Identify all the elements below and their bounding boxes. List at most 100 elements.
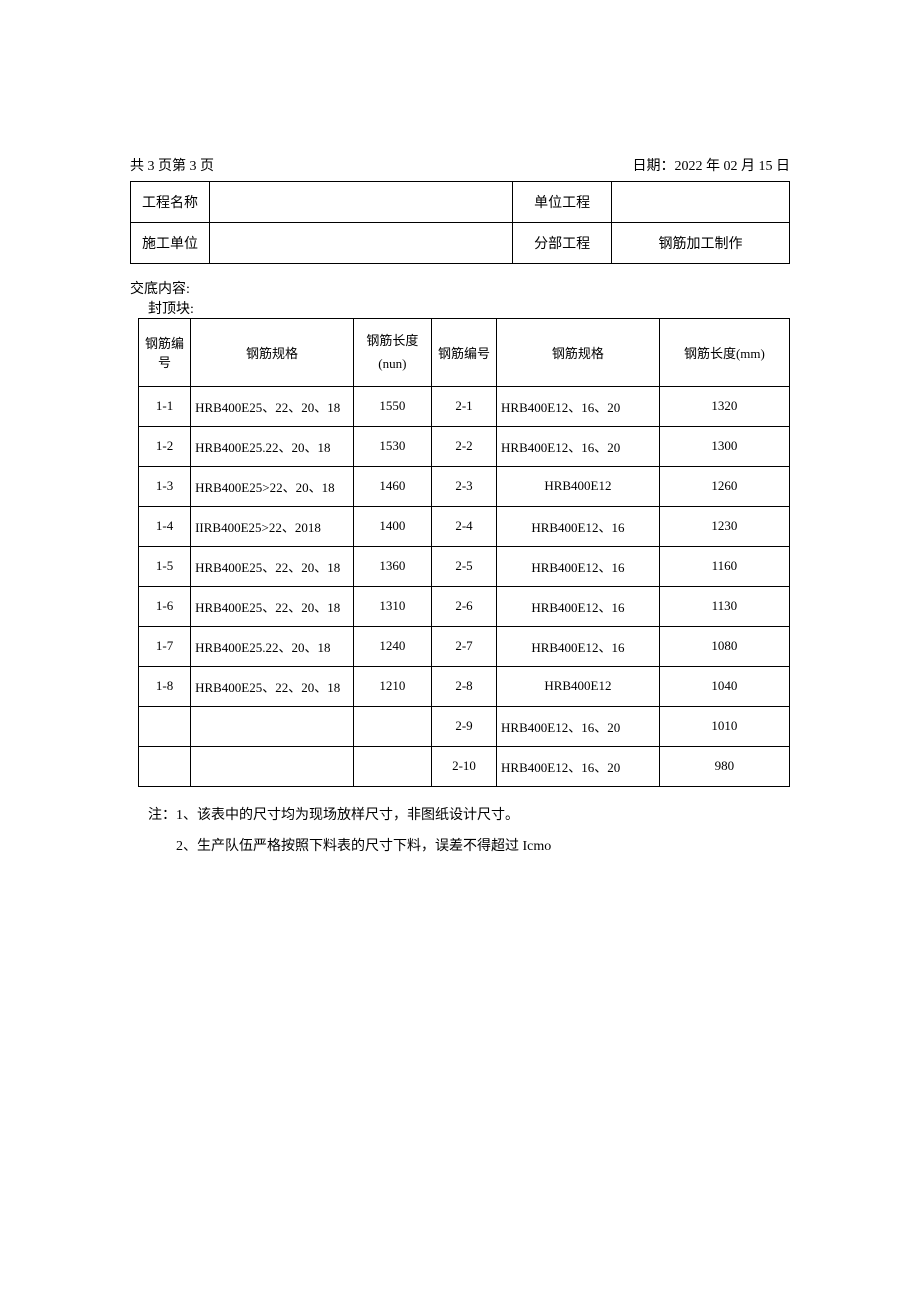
cell-rebar-id-2: 2-7	[431, 626, 496, 666]
date-value: 2022 年 02 月 15 日	[675, 159, 791, 174]
cell-rebar-len-1: 1360	[353, 546, 431, 586]
cell-rebar-spec-2: HRB400E12、16、20	[497, 426, 660, 466]
date-label: 日期：	[633, 159, 675, 174]
th-rebar-id-1: 钢筋编号	[139, 319, 191, 387]
content-label: 交底内容:	[130, 278, 790, 298]
cell-rebar-len-2: 980	[659, 746, 789, 786]
cell-rebar-len-2: 1160	[659, 546, 789, 586]
cell-rebar-spec-2: HRB400E12、16	[497, 586, 660, 626]
info-value-left	[210, 223, 513, 264]
info-value-right: 钢筋加工制作	[612, 223, 790, 264]
cell-rebar-len-2: 1040	[659, 666, 789, 706]
cell-rebar-id-1: 1-8	[139, 666, 191, 706]
info-table-row: 施工单位 分部工程钢筋加工制作	[131, 223, 790, 264]
table-row: 1-8HRB400E25、22、20、1812102-8HRB400E12104…	[139, 666, 790, 706]
cell-rebar-len-1: 1310	[353, 586, 431, 626]
cell-rebar-id-1: 1-5	[139, 546, 191, 586]
cell-rebar-id-1	[139, 706, 191, 746]
th-rebar-spec-1: 钢筋规格	[191, 319, 354, 387]
cell-rebar-spec-2: HRB400E12、16、20	[497, 706, 660, 746]
cell-rebar-spec-2: HRB400E12、16	[497, 626, 660, 666]
cell-rebar-spec-1: HRB400E25、22、20、18	[191, 546, 354, 586]
cell-rebar-spec-1: HRB400E25>22、20、18	[191, 466, 354, 506]
info-label-right: 单位工程	[513, 182, 612, 223]
cell-rebar-len-2: 1130	[659, 586, 789, 626]
th-rebar-len-1: 钢筋长度 (nun)	[353, 319, 431, 387]
cell-rebar-len-1: 1210	[353, 666, 431, 706]
cell-rebar-spec-1	[191, 706, 354, 746]
cell-rebar-spec-1: HRB400E25、22、20、18	[191, 666, 354, 706]
cell-rebar-spec-1: HRB400E25、22、20、18	[191, 586, 354, 626]
table-row: 2-10HRB400E12、16、20980	[139, 746, 790, 786]
cell-rebar-id-2: 2-9	[431, 706, 496, 746]
sub-label: 封顶块:	[148, 298, 790, 318]
cell-rebar-spec-2: HRB400E12、16	[497, 506, 660, 546]
cell-rebar-len-2: 1080	[659, 626, 789, 666]
info-label-left: 工程名称	[131, 182, 210, 223]
date-block: 日期：2022 年 02 月 15 日	[633, 155, 791, 175]
data-table-header-row: 钢筋编号 钢筋规格 钢筋长度 (nun) 钢筋编号 钢筋规格 钢筋长度(mm)	[139, 319, 790, 387]
data-table: 钢筋编号 钢筋规格 钢筋长度 (nun) 钢筋编号 钢筋规格 钢筋长度(mm) …	[138, 318, 790, 787]
note-1: 注：1、该表中的尺寸均为现场放样尺寸，非图纸设计尺寸。	[148, 801, 790, 832]
notes-block: 注：1、该表中的尺寸均为现场放样尺寸，非图纸设计尺寸。 2、生产队伍严格按照下料…	[148, 801, 790, 863]
cell-rebar-len-2: 1260	[659, 466, 789, 506]
table-row: 2-9HRB400E12、16、201010	[139, 706, 790, 746]
cell-rebar-len-1: 1400	[353, 506, 431, 546]
cell-rebar-id-2: 2-1	[431, 386, 496, 426]
table-row: 1-4IIRB400E25>22、201814002-4HRB400E12、16…	[139, 506, 790, 546]
cell-rebar-id-2: 2-2	[431, 426, 496, 466]
info-value-left	[210, 182, 513, 223]
page-header: 共 3 页第 3 页 日期：2022 年 02 月 15 日	[130, 155, 790, 175]
info-table-body: 工程名称 单位工程施工单位 分部工程钢筋加工制作	[131, 182, 790, 264]
cell-rebar-id-2: 2-10	[431, 746, 496, 786]
cell-rebar-id-2: 2-5	[431, 546, 496, 586]
cell-rebar-id-1: 1-6	[139, 586, 191, 626]
th-len1-line1: 钢筋长度	[358, 329, 427, 352]
info-label-left: 施工单位	[131, 223, 210, 264]
cell-rebar-id-1: 1-4	[139, 506, 191, 546]
cell-rebar-id-1: 1-3	[139, 466, 191, 506]
cell-rebar-spec-2: HRB400E12	[497, 666, 660, 706]
cell-rebar-len-1: 1550	[353, 386, 431, 426]
cell-rebar-spec-1	[191, 746, 354, 786]
cell-rebar-len-2: 1320	[659, 386, 789, 426]
cell-rebar-spec-2: HRB400E12、16、20	[497, 746, 660, 786]
info-label-right: 分部工程	[513, 223, 612, 264]
th-rebar-spec-2: 钢筋规格	[497, 319, 660, 387]
cell-rebar-id-1: 1-7	[139, 626, 191, 666]
data-table-head: 钢筋编号 钢筋规格 钢筋长度 (nun) 钢筋编号 钢筋规格 钢筋长度(mm)	[139, 319, 790, 387]
info-table: 工程名称 单位工程施工单位 分部工程钢筋加工制作	[130, 181, 790, 264]
table-row: 1-5HRB400E25、22、20、1813602-5HRB400E12、16…	[139, 546, 790, 586]
cell-rebar-id-2: 2-4	[431, 506, 496, 546]
info-value-right	[612, 182, 790, 223]
cell-rebar-len-2: 1230	[659, 506, 789, 546]
cell-rebar-id-1: 1-2	[139, 426, 191, 466]
cell-rebar-len-1	[353, 706, 431, 746]
table-row: 1-2HRB400E25.22、20、1815302-2HRB400E12、16…	[139, 426, 790, 466]
cell-rebar-spec-1: HRB400E25.22、20、18	[191, 426, 354, 466]
cell-rebar-len-2: 1010	[659, 706, 789, 746]
cell-rebar-spec-1: HRB400E25、22、20、18	[191, 386, 354, 426]
cell-rebar-len-1	[353, 746, 431, 786]
cell-rebar-id-2: 2-6	[431, 586, 496, 626]
cell-rebar-len-2: 1300	[659, 426, 789, 466]
table-row: 1-6HRB400E25、22、20、1813102-6HRB400E12、16…	[139, 586, 790, 626]
th-rebar-len-2: 钢筋长度(mm)	[659, 319, 789, 387]
table-row: 1-3HRB400E25>22、20、1814602-3HRB400E12126…	[139, 466, 790, 506]
cell-rebar-spec-2: HRB400E12、16	[497, 546, 660, 586]
cell-rebar-id-1: 1-1	[139, 386, 191, 426]
data-table-body: 1-1HRB400E25、22、20、1815502-1HRB400E12、16…	[139, 386, 790, 786]
table-row: 1-7HRB400E25.22、20、1812402-7HRB400E12、16…	[139, 626, 790, 666]
cell-rebar-spec-1: HRB400E25.22、20、18	[191, 626, 354, 666]
cell-rebar-spec-2: HRB400E12	[497, 466, 660, 506]
cell-rebar-len-1: 1460	[353, 466, 431, 506]
cell-rebar-len-1: 1240	[353, 626, 431, 666]
note-2: 2、生产队伍严格按照下料表的尺寸下料，误差不得超过 Icmo	[176, 832, 790, 863]
cell-rebar-spec-1: IIRB400E25>22、2018	[191, 506, 354, 546]
cell-rebar-spec-2: HRB400E12、16、20	[497, 386, 660, 426]
cell-rebar-id-2: 2-3	[431, 466, 496, 506]
info-table-row: 工程名称 单位工程	[131, 182, 790, 223]
cell-rebar-id-2: 2-8	[431, 666, 496, 706]
page-info: 共 3 页第 3 页	[130, 155, 214, 175]
th-len1-line2: (nun)	[358, 352, 427, 375]
